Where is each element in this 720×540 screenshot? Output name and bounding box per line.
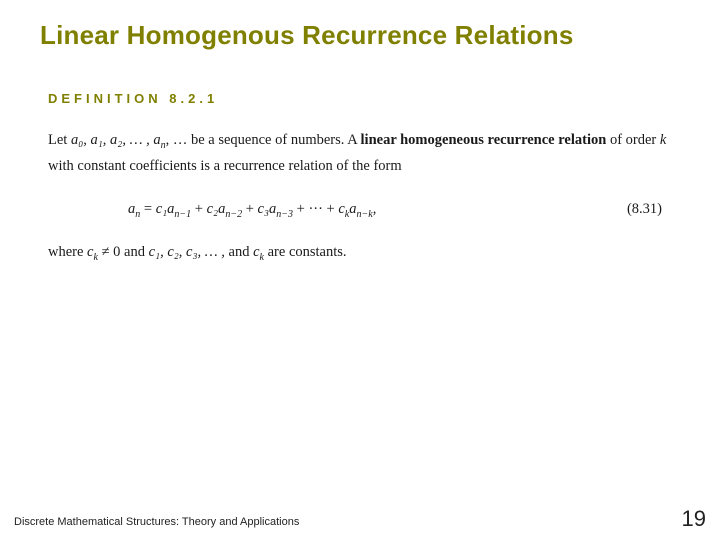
page-number: 19 [682, 506, 706, 532]
seq: a₀, a₁, a₂, … , a [71, 132, 161, 148]
plus3: + ··· + [293, 201, 338, 217]
footer-left: Discrete Mathematical Structures: Theory… [14, 516, 299, 528]
k: k [660, 132, 666, 148]
after-term-pre: of order [606, 132, 660, 148]
c1: c₁ [156, 201, 167, 217]
plus2: + [242, 201, 257, 217]
intro-pre: Let [48, 132, 71, 148]
definition-label: DEFINITION 8.2.1 [0, 51, 720, 106]
where-and: and [229, 244, 254, 260]
definition-intro: Let a₀, a₁, a₂, … , an, … be a sequence … [48, 128, 672, 179]
a1s: n−1 [174, 208, 191, 219]
after-term-post: with constant coefficients is a recurren… [48, 158, 402, 174]
comma: , [373, 201, 377, 217]
where-neq: ≠ 0 and [98, 244, 149, 260]
a3s: n−3 [276, 208, 293, 219]
equation-number: (8.31) [627, 197, 672, 222]
c3: c₃ [258, 201, 269, 217]
slide-title: Linear Homogenous Recurrence Relations [0, 0, 720, 51]
c2: c₂ [207, 201, 218, 217]
equation-row: an = c₁an−1 + c₂an−2 + c₃an−3 + ··· + ck… [48, 179, 672, 241]
seq-post: , … be a sequence of numbers. A [166, 132, 361, 148]
a2s: n−2 [225, 208, 242, 219]
aks: n−k [357, 208, 373, 219]
definition-where: where ck ≠ 0 and c₁, c₂, c₃, … , and ck … [48, 240, 672, 266]
eq-sign: = [140, 201, 155, 217]
definition-body: Let a₀, a₁, a₂, … , an, … be a sequence … [0, 106, 720, 266]
akv: a [349, 201, 356, 217]
where-list: c₁, c₂, c₃, … , [149, 244, 229, 260]
where-pre: where [48, 244, 87, 260]
equation: an = c₁an−1 + c₂an−2 + c₃an−3 + ··· + ck… [128, 197, 376, 223]
plus1: + [191, 201, 206, 217]
term-bold: linear homogeneous recurrence relation [361, 132, 607, 148]
where-post: are constants. [264, 244, 347, 260]
